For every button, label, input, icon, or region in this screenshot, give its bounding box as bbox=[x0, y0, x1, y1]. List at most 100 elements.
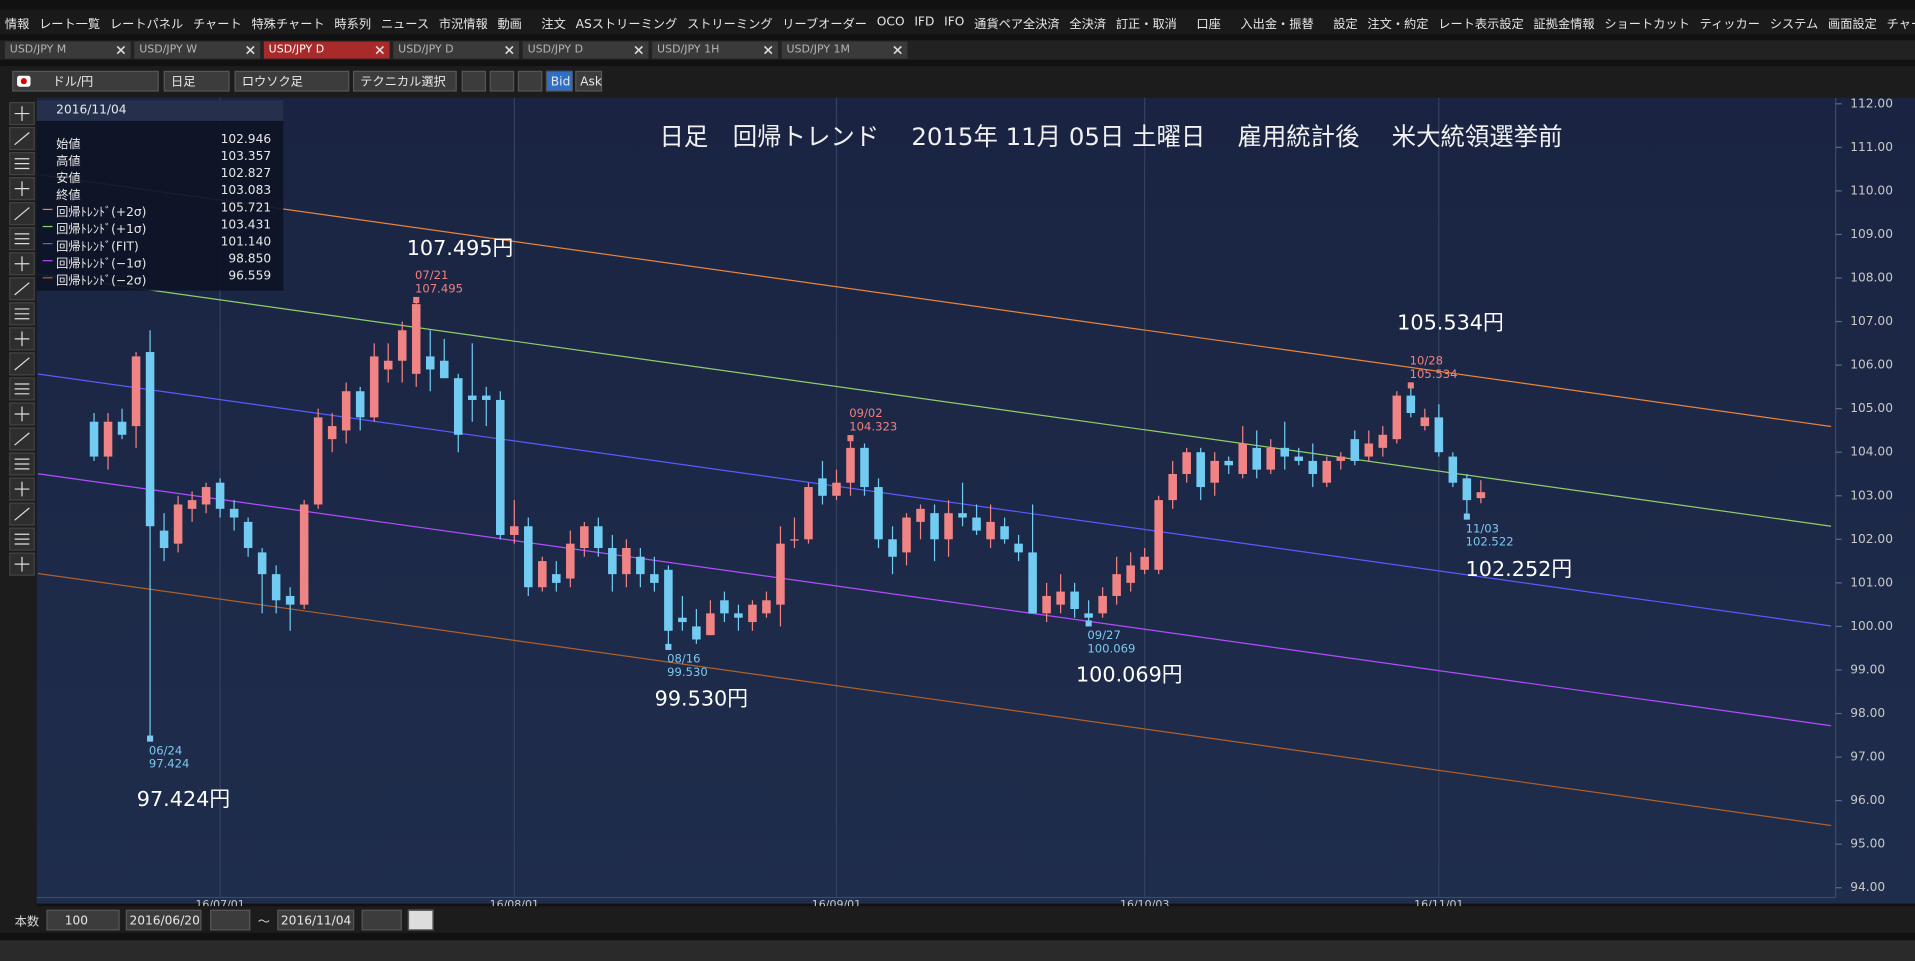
chart-title: 日足 回帰トレンド 2015年 11月 05日 土曜日 雇用統計後 米大統領選挙… bbox=[660, 122, 1563, 151]
regression-line bbox=[37, 173, 1832, 428]
tab-close[interactable] bbox=[504, 45, 514, 55]
technical-select[interactable]: テクニカル選択 bbox=[352, 70, 457, 92]
bid-button[interactable]: Bid bbox=[545, 70, 573, 92]
menu-item[interactable]: ティッカー bbox=[1699, 17, 1760, 32]
menu-item[interactable]: 全決済 bbox=[1069, 17, 1107, 32]
range-sep: ～ bbox=[257, 915, 270, 930]
menu-item[interactable]: レート一覧 bbox=[39, 17, 101, 32]
y-tick-label: 110.00 bbox=[1850, 183, 1893, 197]
info-button[interactable] bbox=[489, 70, 515, 92]
candle-body bbox=[89, 421, 99, 457]
range-bar: 本数 100 2016/06/20 ～ 2016/11/04 bbox=[0, 906, 1915, 933]
chart-button[interactable] bbox=[517, 70, 543, 92]
menu-item[interactable]: レートパネル bbox=[109, 17, 184, 32]
candle-body bbox=[692, 626, 701, 640]
candle-body bbox=[467, 395, 477, 400]
candle-body bbox=[131, 356, 141, 427]
tab[interactable]: USD/JPY M bbox=[4, 41, 131, 59]
menu-item[interactable]: レート表示設定 bbox=[1438, 17, 1524, 32]
count-label: 本数 bbox=[14, 915, 40, 930]
menu-item[interactable]: 通貨ペア全決済 bbox=[974, 17, 1060, 32]
tab[interactable]: USD/JPY D bbox=[263, 41, 390, 59]
menu-item[interactable]: チャート bbox=[1886, 17, 1915, 32]
menu-item[interactable]: 証拠金情報 bbox=[1533, 17, 1595, 32]
candle-body bbox=[594, 526, 603, 549]
count-input[interactable]: 100 bbox=[46, 909, 120, 931]
candle-body bbox=[1140, 556, 1149, 570]
tab[interactable]: USD/JPY D bbox=[522, 41, 649, 59]
tool-icon bbox=[14, 383, 30, 395]
menu-item[interactable]: 訂正・取消 bbox=[1115, 17, 1177, 32]
panel-value: 105.721 bbox=[220, 201, 272, 215]
menu-item[interactable]: 口座 bbox=[1196, 17, 1221, 32]
ask-button[interactable]: Ask bbox=[575, 70, 603, 92]
panel-swatch bbox=[42, 208, 53, 211]
menu-item[interactable]: 画面設定 bbox=[1827, 17, 1877, 32]
candle-body bbox=[285, 595, 295, 605]
tab-close[interactable] bbox=[116, 45, 126, 55]
from-date[interactable]: 2016/06/20 bbox=[125, 909, 202, 931]
period-select[interactable]: 日足 bbox=[163, 70, 230, 92]
tab-close[interactable] bbox=[634, 45, 644, 55]
tab[interactable]: USD/JPY 1M bbox=[781, 41, 908, 59]
tab-close[interactable] bbox=[375, 45, 385, 55]
menu-item[interactable]: 注文・約定 bbox=[1367, 17, 1429, 32]
candle-body bbox=[1266, 447, 1276, 470]
menu-item[interactable]: 時系列 bbox=[334, 17, 372, 32]
candle-body bbox=[313, 417, 323, 505]
annotation-value: 97.424 bbox=[149, 757, 190, 771]
pen-button[interactable] bbox=[461, 70, 487, 92]
apply-button[interactable] bbox=[407, 909, 434, 931]
panel-label: 始値 bbox=[56, 137, 81, 152]
panel-swatch bbox=[42, 242, 53, 245]
tab[interactable]: USD/JPY 1H bbox=[652, 41, 778, 59]
menu-item[interactable]: 設定 bbox=[1333, 17, 1358, 32]
candle-body bbox=[566, 543, 575, 579]
menu-item[interactable]: 入出金・振替 bbox=[1240, 17, 1314, 32]
to-date[interactable]: 2016/11/04 bbox=[277, 909, 355, 931]
menu-item[interactable]: 特殊チャート bbox=[251, 17, 325, 32]
tool-icon bbox=[14, 481, 30, 497]
menu-item[interactable]: システム bbox=[1769, 17, 1819, 32]
menu-item[interactable]: 情報 bbox=[4, 17, 30, 32]
menu-item[interactable]: IFD bbox=[914, 15, 935, 29]
candle-body bbox=[1154, 500, 1163, 570]
panel-label: 回帰ﾄﾚﾝﾄﾞ(FIT) bbox=[56, 240, 139, 254]
menu-item[interactable]: ショートカット bbox=[1604, 17, 1690, 32]
panel-swatch bbox=[42, 225, 53, 228]
y-tick-label: 99.00 bbox=[1850, 662, 1885, 676]
from-time[interactable] bbox=[210, 909, 251, 931]
menu-item[interactable]: ASストリーミング bbox=[575, 17, 678, 32]
drawing-tools bbox=[9, 101, 35, 576]
candle-body bbox=[201, 487, 211, 505]
pair-select[interactable]: ドル/円 bbox=[12, 70, 159, 92]
menu-item[interactable]: IFO bbox=[944, 15, 965, 29]
candle-body bbox=[580, 526, 589, 549]
panel-value: 103.431 bbox=[220, 218, 272, 233]
menu-item[interactable]: OCO bbox=[876, 15, 905, 29]
candle-body bbox=[1210, 460, 1219, 483]
tab[interactable]: USD/JPY W bbox=[134, 41, 261, 59]
tab[interactable]: USD/JPY D bbox=[393, 41, 520, 59]
menu-item[interactable]: リーブオーダー bbox=[782, 17, 868, 32]
to-time[interactable] bbox=[361, 909, 402, 931]
tab-close[interactable] bbox=[893, 45, 903, 55]
menu-item[interactable]: 動画 bbox=[497, 17, 522, 32]
menu-item[interactable]: ニュース bbox=[380, 17, 430, 32]
candle-body bbox=[117, 421, 127, 435]
extreme-marker bbox=[147, 735, 154, 742]
tab-close[interactable] bbox=[763, 45, 773, 55]
candle-body bbox=[1378, 434, 1388, 448]
y-tick-label: 107.00 bbox=[1850, 314, 1893, 328]
flag-icon bbox=[17, 75, 31, 87]
menu-item[interactable]: 注文 bbox=[541, 17, 566, 32]
candle-body bbox=[986, 521, 995, 540]
menu-item[interactable]: 市況情報 bbox=[438, 17, 488, 32]
menu-item[interactable]: ストリーミング bbox=[687, 17, 773, 32]
candle-body bbox=[299, 504, 309, 605]
style-select[interactable]: ロウソク足 bbox=[234, 70, 350, 92]
tab-close[interactable] bbox=[245, 45, 255, 55]
menu-item[interactable]: チャート bbox=[192, 17, 242, 32]
annotation-price: 105.534円 bbox=[1397, 311, 1504, 335]
